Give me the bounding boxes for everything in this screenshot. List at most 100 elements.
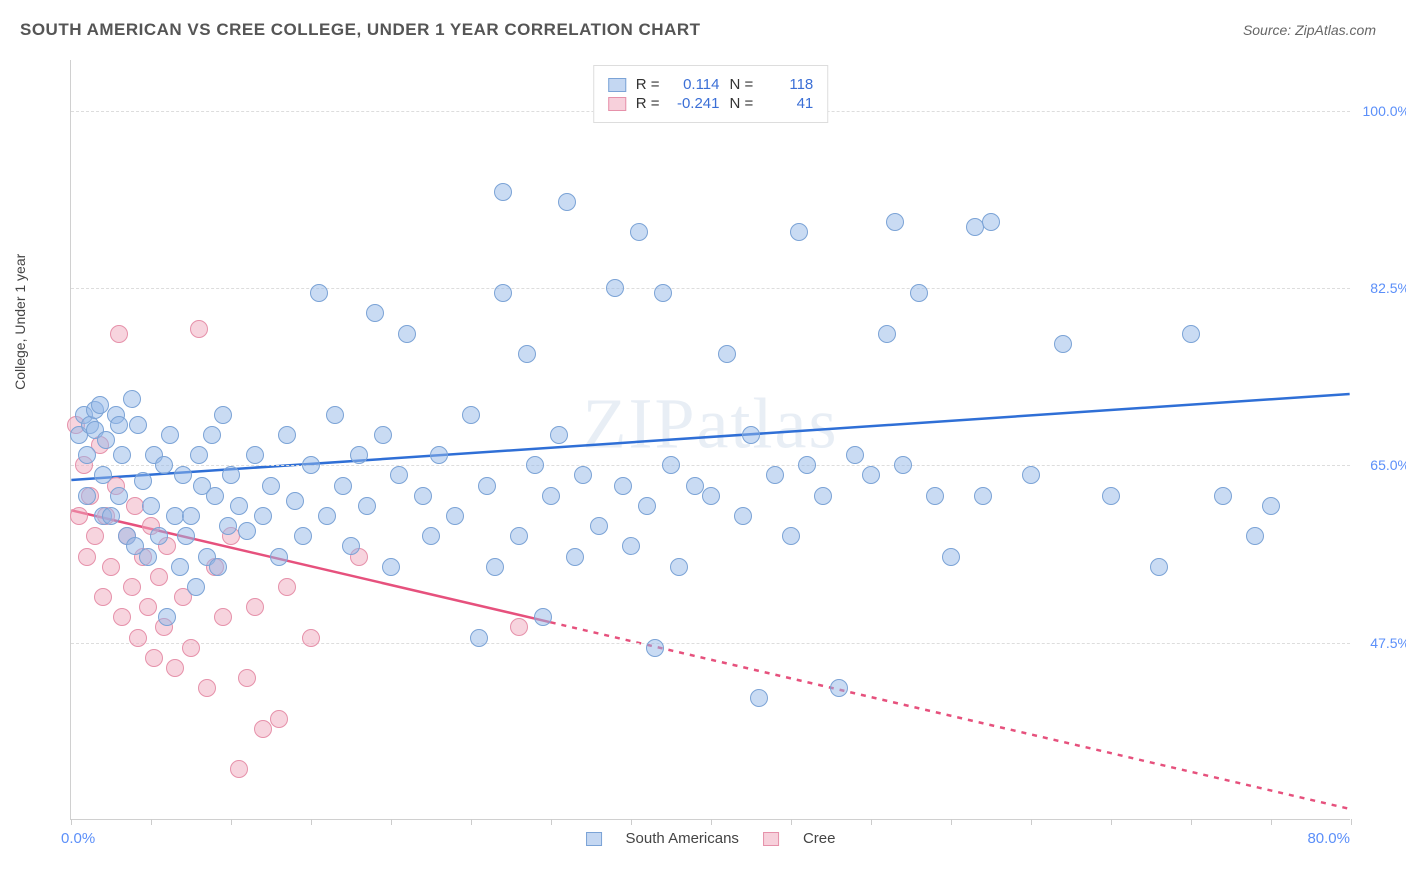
data-point-sa xyxy=(246,446,264,464)
data-point-sa xyxy=(350,446,368,464)
n-label: N = xyxy=(730,95,754,112)
data-point-sa xyxy=(846,446,864,464)
data-point-cree xyxy=(190,320,208,338)
r-value-cree: -0.241 xyxy=(670,95,720,112)
swatch-sa-icon xyxy=(608,78,626,92)
data-point-sa xyxy=(342,537,360,555)
data-point-sa xyxy=(238,522,256,540)
bottom-legend: South Americans Cree xyxy=(586,830,836,847)
data-point-sa xyxy=(209,558,227,576)
source-label: Source: ZipAtlas.com xyxy=(1243,22,1376,38)
legend-label-cree: Cree xyxy=(803,830,836,847)
stats-row-cree: R = -0.241 N = 41 xyxy=(608,95,814,112)
data-point-sa xyxy=(302,456,320,474)
data-point-sa xyxy=(91,396,109,414)
data-point-cree xyxy=(102,558,120,576)
data-point-sa xyxy=(155,456,173,474)
data-point-sa xyxy=(206,487,224,505)
data-point-sa xyxy=(518,345,536,363)
data-point-sa xyxy=(494,183,512,201)
x-tick xyxy=(1271,819,1272,825)
y-tick-label: 82.5% xyxy=(1370,280,1406,296)
data-point-cree xyxy=(113,608,131,626)
y-tick-label: 100.0% xyxy=(1363,103,1406,119)
data-point-sa xyxy=(398,325,416,343)
x-tick xyxy=(311,819,312,825)
data-point-cree xyxy=(246,598,264,616)
y-tick-label: 47.5% xyxy=(1370,635,1406,651)
data-point-sa xyxy=(422,527,440,545)
data-point-cree xyxy=(270,710,288,728)
x-tick xyxy=(151,819,152,825)
data-point-sa xyxy=(606,279,624,297)
data-point-cree xyxy=(166,659,184,677)
data-point-cree xyxy=(214,608,232,626)
data-point-sa xyxy=(230,497,248,515)
data-point-sa xyxy=(494,284,512,302)
data-point-cree xyxy=(78,548,96,566)
data-point-cree xyxy=(182,639,200,657)
data-point-cree xyxy=(230,760,248,778)
chart-area: College, Under 1 year ZIPatlas R = 0.114… xyxy=(50,60,1370,840)
data-point-sa xyxy=(187,578,205,596)
data-point-sa xyxy=(294,527,312,545)
data-point-sa xyxy=(78,487,96,505)
data-point-sa xyxy=(1262,497,1280,515)
data-point-sa xyxy=(798,456,816,474)
data-point-sa xyxy=(702,487,720,505)
data-point-cree xyxy=(510,618,528,636)
data-point-cree xyxy=(70,507,88,525)
data-point-sa xyxy=(1150,558,1168,576)
data-point-sa xyxy=(374,426,392,444)
data-point-sa xyxy=(262,477,280,495)
x-tick xyxy=(71,819,72,825)
data-point-sa xyxy=(1102,487,1120,505)
data-point-sa xyxy=(782,527,800,545)
data-point-sa xyxy=(662,456,680,474)
data-point-sa xyxy=(254,507,272,525)
data-point-cree xyxy=(150,568,168,586)
data-point-sa xyxy=(171,558,189,576)
data-point-sa xyxy=(470,629,488,647)
data-point-sa xyxy=(910,284,928,302)
stats-row-sa: R = 0.114 N = 118 xyxy=(608,76,814,93)
data-point-sa xyxy=(150,527,168,545)
data-point-sa xyxy=(222,466,240,484)
data-point-sa xyxy=(390,466,408,484)
data-point-sa xyxy=(622,537,640,555)
data-point-sa xyxy=(982,213,1000,231)
data-point-sa xyxy=(478,477,496,495)
data-point-sa xyxy=(219,517,237,535)
trend-line xyxy=(551,622,1350,809)
data-point-sa xyxy=(830,679,848,697)
data-point-cree xyxy=(302,629,320,647)
n-label: N = xyxy=(730,76,754,93)
data-point-sa xyxy=(174,466,192,484)
data-point-sa xyxy=(790,223,808,241)
data-point-sa xyxy=(654,284,672,302)
data-point-sa xyxy=(766,466,784,484)
data-point-sa xyxy=(110,416,128,434)
data-point-cree xyxy=(94,588,112,606)
swatch-cree-icon xyxy=(608,97,626,111)
data-point-sa xyxy=(1054,335,1072,353)
data-point-sa xyxy=(430,446,448,464)
x-tick xyxy=(1191,819,1192,825)
data-point-sa xyxy=(614,477,632,495)
r-label: R = xyxy=(636,95,660,112)
grid-line xyxy=(71,465,1350,466)
data-point-sa xyxy=(630,223,648,241)
x-tick xyxy=(951,819,952,825)
data-point-sa xyxy=(214,406,232,424)
data-point-sa xyxy=(486,558,504,576)
scatter-plot: ZIPatlas R = 0.114 N = 118 R = -0.241 N … xyxy=(70,60,1350,820)
data-point-cree xyxy=(86,527,104,545)
data-point-sa xyxy=(78,446,96,464)
data-point-sa xyxy=(446,507,464,525)
data-point-sa xyxy=(670,558,688,576)
data-point-sa xyxy=(110,487,128,505)
data-point-sa xyxy=(134,472,152,490)
data-point-sa xyxy=(1214,487,1232,505)
y-tick-label: 65.0% xyxy=(1370,457,1406,473)
data-point-sa xyxy=(734,507,752,525)
